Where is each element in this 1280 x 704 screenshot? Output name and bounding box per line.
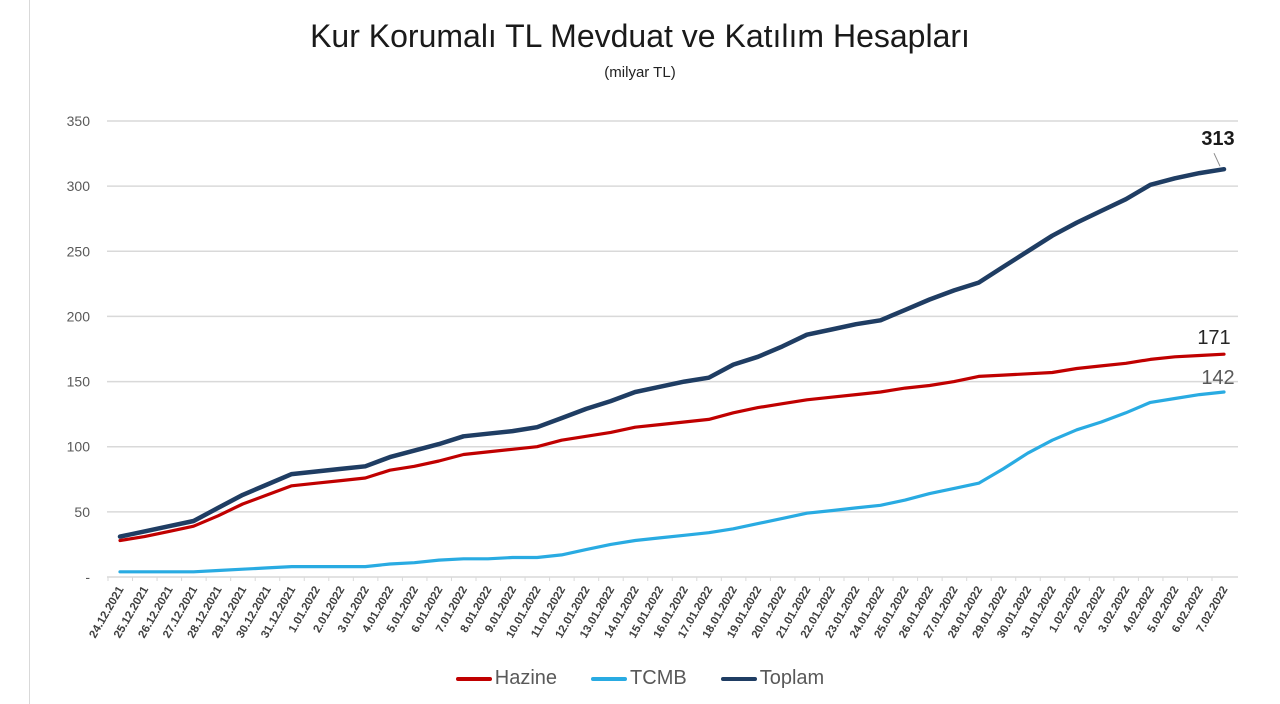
y-axis: - 50 100 150 200 250 300 350 xyxy=(67,113,91,585)
gridlines xyxy=(107,120,1238,513)
legend-label: Toplam xyxy=(759,667,825,689)
series-line-hazine xyxy=(118,352,1226,543)
legend-swatch-tcmb-icon xyxy=(591,676,628,681)
legend: Hazine TCMB Toplam xyxy=(0,667,1280,690)
legend-swatch-toplam-icon xyxy=(720,676,757,681)
legend-label: TCMB xyxy=(630,667,687,689)
series-line-tcmb xyxy=(118,390,1226,574)
frame-border xyxy=(29,0,30,704)
y-tick-label: 300 xyxy=(67,178,91,194)
toplam-end-label: 313 xyxy=(1201,128,1234,150)
legend-item-toplam: Toplam xyxy=(720,667,825,690)
hazine-end-label: 171 xyxy=(1197,327,1230,349)
y-tick-label: 350 xyxy=(67,113,91,129)
x-axis: 24.12.202125.12.202126.12.202127.12.2021… xyxy=(87,576,1238,640)
legend-item-tcmb: TCMB xyxy=(591,667,687,690)
series-line-toplam xyxy=(117,166,1227,539)
y-tick-label: 200 xyxy=(67,308,91,324)
y-tick-label: 250 xyxy=(67,243,91,259)
chart-subtitle: (milyar TL) xyxy=(604,64,676,81)
y-tick-label: 100 xyxy=(67,439,91,455)
legend-swatch-hazine-icon xyxy=(455,676,492,681)
legend-item-hazine: Hazine xyxy=(455,667,558,690)
end-labels: 313 171 142 xyxy=(1197,128,1234,389)
chart-title: Kur Korumalı TL Mevduat ve Katılım Hesap… xyxy=(310,18,970,54)
y-tick-label: 50 xyxy=(74,504,90,520)
tcmb-end-label: 142 xyxy=(1201,367,1234,389)
series-lines xyxy=(117,166,1227,574)
y-tick-label: 150 xyxy=(67,374,91,390)
y-tick-label: - xyxy=(85,569,90,585)
legend-label: Hazine xyxy=(494,667,558,689)
